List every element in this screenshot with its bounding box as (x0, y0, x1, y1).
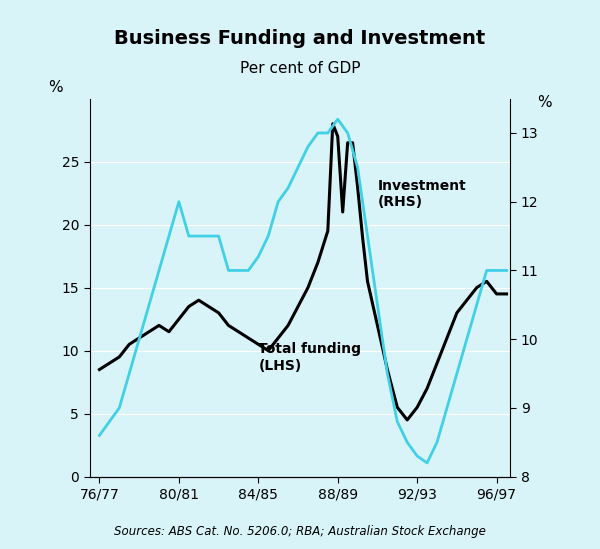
Y-axis label: %: % (537, 95, 551, 110)
Text: Per cent of GDP: Per cent of GDP (240, 61, 360, 76)
Text: Sources: ABS Cat. No. 5206.0; RBA; Australian Stock Exchange: Sources: ABS Cat. No. 5206.0; RBA; Austr… (114, 525, 486, 538)
Text: Investment
(RHS): Investment (RHS) (377, 178, 466, 209)
Text: Business Funding and Investment: Business Funding and Investment (115, 29, 485, 48)
Y-axis label: %: % (49, 80, 63, 95)
Text: Total funding
(LHS): Total funding (LHS) (258, 343, 361, 373)
